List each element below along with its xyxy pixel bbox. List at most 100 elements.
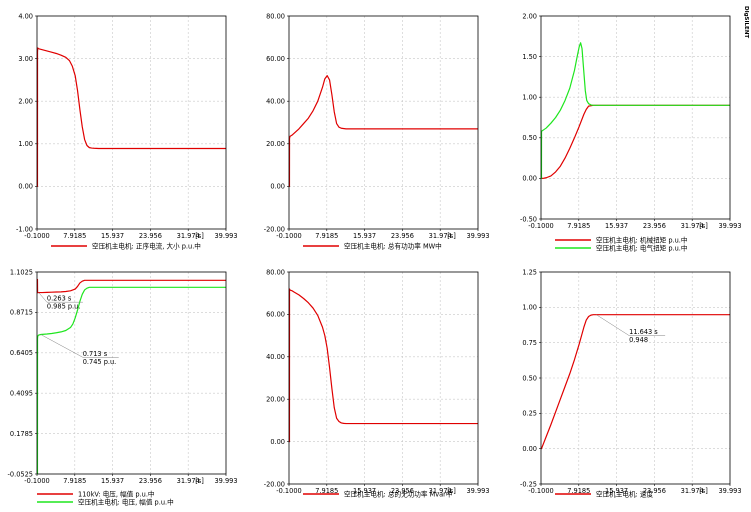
plot-frame <box>540 15 731 220</box>
x-tick-label: 15.937 <box>605 222 628 230</box>
x-tick-label: 15.937 <box>353 232 376 240</box>
y-tick-label: -20.00 <box>264 480 285 488</box>
x-tick-label: -0.1000 <box>24 232 49 240</box>
plot-frame <box>540 271 731 485</box>
x-tick-label: 7.9185 <box>567 222 590 230</box>
y-tick-label: 1.00 <box>522 304 537 312</box>
x-tick-label: 23.956 <box>391 232 414 240</box>
legend-label: 110kV: 电压, 幅值 p.u.中 <box>78 489 155 498</box>
x-tick-label: 31.974 <box>681 222 704 230</box>
x-tick-label: 23.956 <box>139 232 162 240</box>
annotation-value: 0.985 p.u. <box>47 303 81 311</box>
digsilent-logo: DIgSILENT <box>743 6 749 38</box>
chart-1: 4.00 3.00 2.00 1.00 0.00 -1.00-0.1000 7.9185 15… <box>16 12 238 250</box>
legend-label: 空压机主电机: 总的无功功率 Mvar中 <box>344 489 452 498</box>
annotation-time: 11.643 s <box>629 328 658 336</box>
x-tick-label: -0.1000 <box>276 232 301 240</box>
plot-frame <box>288 15 479 230</box>
x-tick-label: 39.993 <box>466 487 489 495</box>
y-tick-label: 0.1785 <box>10 430 33 438</box>
y-tick-label: 1.00 <box>18 140 33 148</box>
series-line-2 <box>36 286 226 475</box>
y-tick-label: 0.00 <box>522 175 537 183</box>
y-tick-label: 2.00 <box>522 12 537 20</box>
y-tick-label: 0.50 <box>522 374 537 382</box>
y-tick-label: 3.00 <box>18 55 33 63</box>
y-tick-label: 1.00 <box>522 94 537 102</box>
chart-2: 80.00 60.00 40.00 20.00 0.00 -20.00-0.1000 7.9… <box>264 12 490 250</box>
series-line-1 <box>288 75 478 187</box>
annotation-time: 0.713 s <box>83 350 108 358</box>
legend-label: 空压机主电机: 电气扭矩 p.u.中 <box>596 243 688 252</box>
legend-label: 空压机主电机: 电压, 幅值 p.u.中 <box>78 497 174 506</box>
plot-frame <box>36 15 227 230</box>
y-tick-label: -0.25 <box>520 480 537 488</box>
x-tick-label: 7.9185 <box>63 477 86 485</box>
y-tick-label: 0.00 <box>270 183 285 191</box>
plot-frame <box>36 271 227 475</box>
x-tick-label: 31.974 <box>429 232 452 240</box>
y-tick-label: 60.00 <box>266 311 285 319</box>
series-line-1 <box>540 314 730 450</box>
y-tick-label: 1.50 <box>522 53 537 61</box>
x-tick-label: 39.993 <box>718 487 741 495</box>
y-tick-label: -20.00 <box>264 225 285 233</box>
y-tick-label: 0.50 <box>522 134 537 142</box>
y-tick-label: -0.50 <box>520 215 537 223</box>
annotation-value: 0.745 p.u. <box>83 358 117 366</box>
chart-4: 1.1025 0.8715 0.6405 0.4095 0.1785 -0.0525-0.… <box>8 268 238 506</box>
y-tick-label: 2.00 <box>18 98 33 106</box>
x-unit-label: [s] <box>699 487 708 495</box>
x-unit-label: [s] <box>699 222 708 230</box>
chart-5: 80.00 60.00 40.00 20.00 0.00 -20.00-0.1000 7.9… <box>264 268 490 498</box>
x-tick-label: 23.956 <box>643 487 666 495</box>
y-tick-label: -1.00 <box>16 225 33 233</box>
x-tick-label: 31.974 <box>681 487 704 495</box>
x-tick-label: 15.937 <box>353 487 376 495</box>
series-line-1 <box>36 47 226 187</box>
chart-6: 1.25 1.00 0.75 0.50 0.25 0.00 -0.25-0.1000 7.91… <box>520 268 742 498</box>
annotation-leader <box>38 292 48 303</box>
y-tick-label: 0.00 <box>522 445 537 453</box>
y-tick-label: 0.25 <box>522 410 537 418</box>
x-tick-label: 31.974 <box>429 487 452 495</box>
x-tick-label: 7.9185 <box>315 487 338 495</box>
x-tick-label: -0.1000 <box>528 222 553 230</box>
x-unit-label: [s] <box>447 487 456 495</box>
x-tick-label: 23.956 <box>391 487 414 495</box>
x-tick-label: 39.993 <box>214 477 237 485</box>
x-tick-label: 39.993 <box>466 232 489 240</box>
chart-3: 2.00 1.50 1.00 0.50 0.00 -0.50-0.1000 7.9185 15… <box>520 12 742 252</box>
annotation-time: 0.263 s <box>47 295 72 303</box>
annotation-leader <box>596 314 630 336</box>
y-tick-label: 1.1025 <box>10 268 33 276</box>
x-tick-label: 39.993 <box>718 222 741 230</box>
y-tick-label: 0.00 <box>270 438 285 446</box>
y-tick-label: 0.75 <box>522 339 537 347</box>
legend-label: 空压机主电机: 总有功功率 MW中 <box>344 241 442 250</box>
legend-label: 空压机主电机: 机械扭矩 p.u.中 <box>596 235 688 244</box>
y-tick-label: 40.00 <box>266 353 285 361</box>
x-tick-label: -0.1000 <box>24 477 49 485</box>
y-tick-label: 0.00 <box>18 183 33 191</box>
y-tick-label: -0.0525 <box>8 470 33 478</box>
x-tick-label: 31.974 <box>177 232 200 240</box>
series-line-2 <box>540 42 730 179</box>
y-tick-label: 20.00 <box>266 140 285 148</box>
x-tick-label: 39.993 <box>214 232 237 240</box>
y-tick-label: 0.4095 <box>10 390 33 398</box>
y-tick-label: 80.00 <box>266 12 285 20</box>
series-line-1 <box>540 104 730 179</box>
x-tick-label: 15.937 <box>101 232 124 240</box>
series-line-1 <box>288 288 478 443</box>
y-tick-label: 60.00 <box>266 55 285 63</box>
legend-label: 空压机主电机: 速度 <box>596 489 653 498</box>
y-tick-label: 0.6405 <box>10 349 33 357</box>
x-tick-label: 7.9185 <box>567 487 590 495</box>
y-tick-label: 0.8715 <box>10 309 33 317</box>
x-tick-label: 7.9185 <box>315 232 338 240</box>
x-tick-label: -0.1000 <box>528 487 553 495</box>
annotation-leader <box>40 334 83 358</box>
x-unit-label: [s] <box>195 232 204 240</box>
